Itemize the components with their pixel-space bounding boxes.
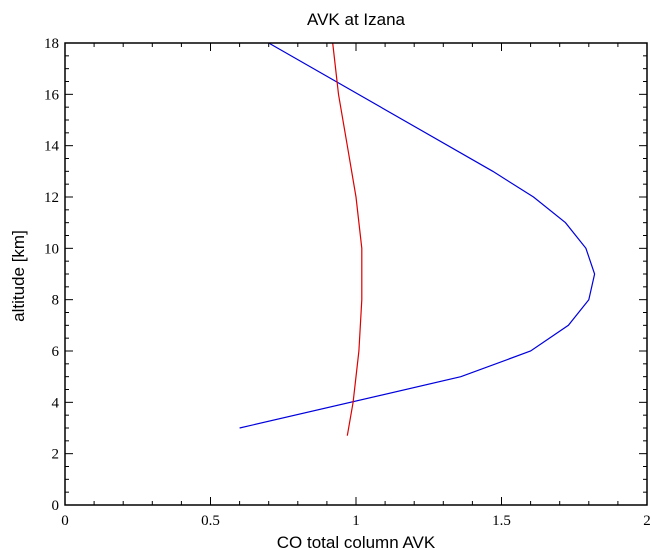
y-tick-label: 6 [52, 344, 60, 360]
y-tick-label: 2 [52, 447, 60, 463]
chart-title: AVK at Izana [307, 10, 406, 29]
x-tick-label: 1.5 [492, 513, 511, 529]
plot-frame [64, 42, 648, 506]
y-tick-label: 14 [44, 139, 60, 155]
y-tick-label: 10 [44, 241, 59, 257]
x-axis-label: CO total column AVK [277, 533, 436, 549]
y-tick-label: 8 [52, 293, 60, 309]
y-tick-label: 12 [44, 190, 59, 206]
y-tick-label: 16 [44, 87, 60, 103]
x-tick-label: 0.5 [201, 513, 220, 529]
plot-area: 0 0.5 1 1.5 2 0 2 4 6 8 10 12 14 16 18 [44, 36, 651, 529]
y-tick-label: 4 [52, 395, 60, 411]
y-tick-label: 0 [52, 498, 60, 514]
x-tick-label: 1 [352, 513, 360, 529]
series-line-2 [332, 42, 363, 436]
y-tick-label: 18 [44, 36, 59, 52]
x-tick-label: 0 [61, 513, 69, 529]
x-tick-label: 2 [643, 513, 651, 529]
series-line-1 [239, 42, 596, 429]
y-axis-label: altitude [km] [9, 230, 28, 322]
